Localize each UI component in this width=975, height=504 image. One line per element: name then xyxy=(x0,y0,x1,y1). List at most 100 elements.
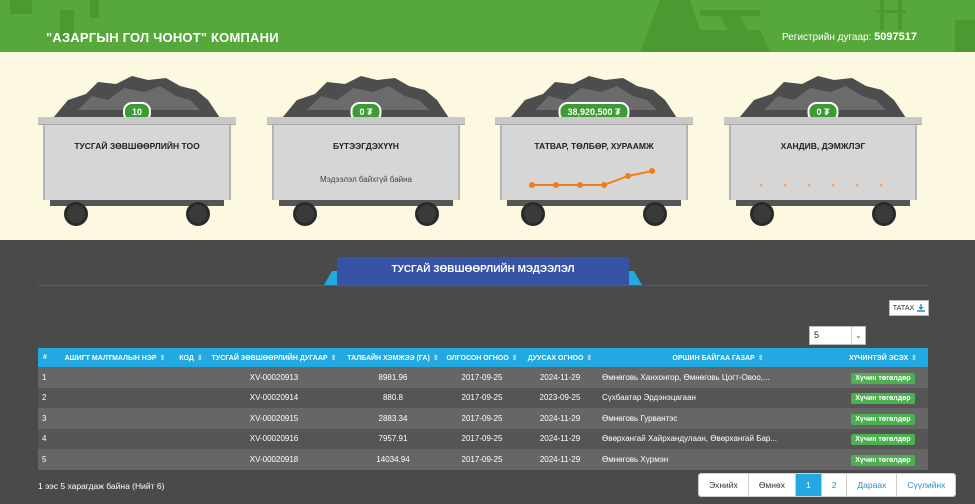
cell-issued: 2017-09-25 xyxy=(442,408,522,429)
table-row[interactable]: 3 XV-00020915 2883.34 2017-09-25 2024-11… xyxy=(38,408,928,429)
mining-silhouette-icon xyxy=(10,0,975,52)
cell-validity: Хүчин төгөлдөр xyxy=(838,449,928,470)
wheel-icon xyxy=(64,202,88,226)
export-label: ТАТАХ xyxy=(892,304,915,312)
wheel-icon xyxy=(415,202,439,226)
cell-code xyxy=(178,367,204,388)
cell-license: XV-00020916 xyxy=(204,428,344,449)
page-size-select[interactable]: 5 ⌄ xyxy=(809,326,866,345)
cell-expires: 2024-11-29 xyxy=(522,367,598,388)
donation-trend-sparkline xyxy=(759,183,883,187)
export-button[interactable]: ТАТАХ xyxy=(889,300,929,316)
table-row[interactable]: 2 XV-00020914 880.8 2017-09-25 2023-09-2… xyxy=(38,387,928,408)
cell-mineral xyxy=(52,387,178,408)
cell-area: 14034.94 xyxy=(344,449,442,470)
cell-area: 2883.34 xyxy=(344,408,442,429)
cell-expires: 2024-11-29 xyxy=(522,428,598,449)
sparkline-point xyxy=(855,183,859,187)
pager-previous[interactable]: Өмнөх xyxy=(748,474,796,496)
pager-first[interactable]: Эхнийх xyxy=(699,474,749,496)
pager-last[interactable]: Сүүлийнх xyxy=(897,474,956,496)
wheel-icon xyxy=(872,202,896,226)
pager-next[interactable]: Дараах xyxy=(847,474,898,496)
cell-area: 880.8 xyxy=(344,387,442,408)
cell-number: 4 xyxy=(38,428,52,449)
table-info: 1 ээс 5 харагдаж байна (Нийт 6) xyxy=(38,481,165,491)
download-icon xyxy=(917,304,926,312)
sparkline-point xyxy=(577,182,583,188)
cart-label: БҮТЭЭГДЭХҮҮН xyxy=(333,141,399,151)
wheel-icon xyxy=(521,202,545,226)
col-header-issued[interactable]: ОЛГОСОН ОГНОО ⇕ xyxy=(442,348,522,367)
company-title: "АЗАРГЫН ГОЛ ЧОНОТ" КОМПАНИ xyxy=(46,30,279,45)
cell-number: 3 xyxy=(38,408,52,429)
cell-mineral xyxy=(52,408,178,429)
cart-rim xyxy=(495,117,693,125)
col-header-number[interactable]: # xyxy=(38,348,52,367)
pager-page-1[interactable]: 1 xyxy=(795,474,822,496)
cell-area: 7957.91 xyxy=(344,428,442,449)
col-header-mineral[interactable]: АШИГТ МАЛТМАЛЫН НЭР ⇕ xyxy=(52,348,178,367)
summary-carts: 10 ТУСГАЙ ЗӨВШӨӨРЛИЙН ТОО 0 ₮ БҮТЭЭГДЭХҮ… xyxy=(0,52,975,240)
reg-value: 5097517 xyxy=(874,31,917,43)
cell-license: XV-00020915 xyxy=(204,408,344,429)
pager-page-2[interactable]: 2 xyxy=(821,474,848,496)
cart-body: БҮТЭЭГДЭХҮҮН Мэдээлэл байхгүй байна xyxy=(272,125,460,200)
cart-rim xyxy=(38,117,236,125)
col-header-area[interactable]: ТАЛБАЙН ХЭМЖЭЭ (ГА) ⇕ xyxy=(344,348,442,367)
cart-base xyxy=(50,200,224,206)
cart-products: 0 ₮ БҮТЭЭГДЭХҮҮН Мэдээлэл байхгүй байна xyxy=(267,70,465,230)
license-table: # АШИГТ МАЛТМАЛЫН НЭР ⇕ КОД ⇕ ТУСГАЙ ЗӨВШӨ… xyxy=(38,348,928,470)
cell-location: Өмнөговь Ханхонгор, Өмнөговь Цогт-Овоо,.… xyxy=(598,367,838,388)
cell-issued: 2017-09-25 xyxy=(442,367,522,388)
cart-licenses: 10 ТУСГАЙ ЗӨВШӨӨРЛИЙН ТОО xyxy=(38,70,236,230)
ore-pile-icon xyxy=(282,76,449,118)
cart-donations: 0 ₮ ХАНДИВ, ДЭМЖЛЭГ xyxy=(724,70,922,230)
col-header-location[interactable]: ОРШИН БАЙГАА ГАЗАР ⇕ xyxy=(598,348,838,367)
cell-area: 8981.96 xyxy=(344,367,442,388)
wheel-icon xyxy=(750,202,774,226)
col-header-expires[interactable]: ДУУСАХ ОГНОО ⇕ xyxy=(522,348,598,367)
table-row[interactable]: 1 XV-00020913 8981.96 2017-09-25 2024-11… xyxy=(38,367,928,388)
cell-validity: Хүчин төгөлдөр xyxy=(838,367,928,388)
sparkline-point xyxy=(625,173,631,179)
wheel-icon xyxy=(186,202,210,226)
cell-location: Сүхбаатар Эрдэнэцагаан xyxy=(598,387,838,408)
cell-mineral xyxy=(52,428,178,449)
sparkline-point xyxy=(807,183,811,187)
cell-issued: 2017-09-25 xyxy=(442,428,522,449)
ore-pile-icon xyxy=(739,76,906,118)
cart-body: ТУСГАЙ ЗӨВШӨӨРЛИЙН ТОО xyxy=(43,125,231,200)
sparkline-point xyxy=(529,182,535,188)
cart-label: ХАНДИВ, ДЭМЖЛЭГ xyxy=(780,141,866,151)
cell-license: XV-00020913 xyxy=(204,367,344,388)
pagination: Эхнийх Өмнөх 1 2 Дараах Сүүлийнх xyxy=(698,473,957,497)
cell-code xyxy=(178,387,204,408)
cart-base xyxy=(279,200,453,206)
status-badge: Хүчин төгөлдөр xyxy=(851,434,915,446)
cell-expires: 2024-11-29 xyxy=(522,449,598,470)
wheel-icon xyxy=(643,202,667,226)
cell-issued: 2017-09-25 xyxy=(442,387,522,408)
table-row[interactable]: 5 XV-00020918 14034.94 2017-09-25 2024-1… xyxy=(38,449,928,470)
cell-code xyxy=(178,428,204,449)
status-badge: Хүчин төгөлдөр xyxy=(851,372,915,384)
chevron-down-icon: ⌄ xyxy=(851,327,865,344)
cart-rim xyxy=(267,117,465,125)
col-header-code[interactable]: КОД ⇕ xyxy=(178,348,204,367)
tax-trend-sparkline xyxy=(529,168,655,188)
col-header-license[interactable]: ТУСГАЙ ЗӨВШӨӨРЛИЙН ДУГААР ⇕ xyxy=(204,348,344,367)
table-header-row: # АШИГТ МАЛТМАЛЫН НЭР ⇕ КОД ⇕ ТУСГАЙ ЗӨВШӨ… xyxy=(38,348,928,367)
col-header-validity[interactable]: ХҮЧИНТЭЙ ЭСЭХ ⇕ xyxy=(838,348,928,367)
cell-number: 1 xyxy=(38,367,52,388)
cart-base xyxy=(507,200,681,206)
cell-expires: 2024-11-29 xyxy=(522,408,598,429)
cart-rim xyxy=(724,117,922,125)
sparkline-point xyxy=(831,183,835,187)
status-badge: Хүчин төгөлдөр xyxy=(851,413,915,425)
sparkline-point xyxy=(759,183,763,187)
table-row[interactable]: 4 XV-00020916 7957.91 2017-09-25 2024-11… xyxy=(38,428,928,449)
cell-issued: 2017-09-25 xyxy=(442,449,522,470)
ore-pile-icon xyxy=(53,76,220,118)
cart-base xyxy=(736,200,910,206)
